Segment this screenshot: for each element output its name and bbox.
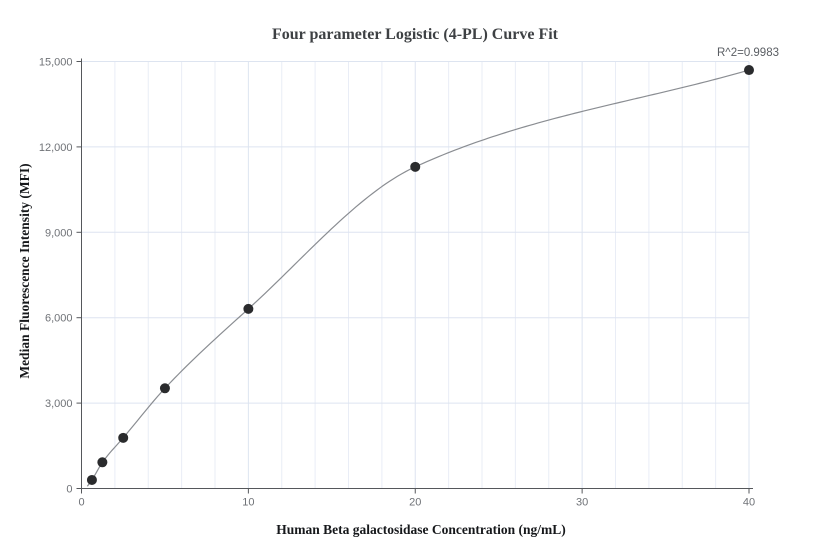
x-tick-label: 30 <box>576 497 588 509</box>
data-point <box>159 383 170 394</box>
data-point <box>744 65 754 76</box>
x-tick-label: 40 <box>743 497 755 509</box>
y-tick-label: 9,000 <box>45 227 73 239</box>
chart-title: Four parameter Logistic (4-PL) Curve Fit <box>271 26 559 43</box>
y-axis-label: Median Fluorescence Intensity (MFI) <box>17 163 32 379</box>
data-point <box>86 474 97 485</box>
y-tick-label: 3,000 <box>45 398 73 410</box>
y-tick-label: 0 <box>66 484 72 496</box>
r-squared-annotation: R^2=0.9983 <box>717 47 779 59</box>
fit-curve <box>86 69 750 487</box>
y-tick-label: 6,000 <box>45 313 73 325</box>
y-tick-label: 15,000 <box>39 57 73 69</box>
data-point <box>410 161 421 172</box>
data-point <box>243 303 254 314</box>
x-tick-label: 0 <box>78 497 84 509</box>
data-point <box>118 432 129 443</box>
data-point <box>97 457 108 468</box>
x-tick-label: 20 <box>409 497 421 509</box>
x-axis-label: Human Beta galactosidase Concentration (… <box>276 522 566 537</box>
x-tick-label: 10 <box>242 497 254 509</box>
y-tick-label: 12,000 <box>39 142 73 154</box>
